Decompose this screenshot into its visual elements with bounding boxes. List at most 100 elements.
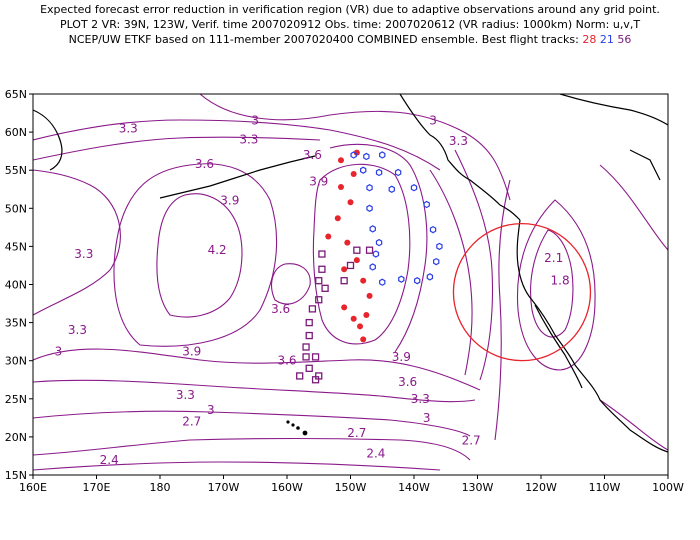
contour-line bbox=[429, 169, 473, 376]
hawaii-islands bbox=[286, 420, 308, 436]
contour-label: 3.6 bbox=[277, 354, 296, 368]
blue-track-point bbox=[426, 273, 434, 281]
contour-label: 3.3 bbox=[449, 134, 468, 148]
contour-line bbox=[494, 179, 511, 441]
track-number-purple: 56 bbox=[617, 33, 632, 46]
lon-tick-label: 140W bbox=[398, 481, 430, 494]
purple-track-point bbox=[340, 277, 348, 285]
contour-line bbox=[530, 229, 574, 338]
track-number-blue: 21 bbox=[599, 33, 614, 46]
contour-label: 3.3 bbox=[176, 388, 195, 402]
lon-tick-label: 130W bbox=[462, 481, 494, 494]
contour-label: 2.1 bbox=[544, 251, 563, 265]
purple-track-point bbox=[311, 353, 320, 361]
contour-line bbox=[599, 164, 668, 251]
red-track-point bbox=[360, 336, 367, 343]
blue-flight-track bbox=[350, 151, 443, 286]
blue-track-point bbox=[350, 151, 357, 159]
red-track-point bbox=[341, 304, 348, 311]
red-track-point bbox=[357, 323, 364, 330]
blue-track-point bbox=[379, 151, 386, 159]
latitude-axis: 15N 20N 25N 30N 35N 40N 45N 50N 55N 60N 65N bbox=[5, 88, 33, 482]
contour-label: 2.7 bbox=[182, 415, 201, 429]
contour-label: 3.3 bbox=[411, 392, 430, 406]
contour-label: 2.4 bbox=[366, 447, 385, 461]
blue-track-point bbox=[372, 250, 380, 258]
contour-label: 3.6 bbox=[398, 375, 417, 389]
coastlines bbox=[33, 94, 668, 453]
red-track-point bbox=[360, 277, 367, 284]
purple-track-point bbox=[318, 250, 326, 258]
island bbox=[302, 430, 308, 436]
red-track-point bbox=[366, 292, 373, 299]
blue-track-point bbox=[433, 257, 440, 266]
map-plot-area: 3 3 3.3 3.3 3.3 3.6 3.6 3.9 3.9 4.2 3.3 3.6 3.3 3 3.9 3… bbox=[33, 94, 668, 471]
lon-tick-label: 120W bbox=[525, 481, 557, 494]
contour-line bbox=[199, 94, 511, 201]
lon-tick-label: 110W bbox=[589, 481, 621, 494]
contour-label: 3.9 bbox=[392, 350, 411, 364]
contour-line bbox=[33, 461, 441, 471]
lat-tick-label: 60N bbox=[5, 126, 27, 139]
map-title-line-1: Expected forecast error reduction in ver… bbox=[40, 3, 660, 16]
contour-line bbox=[33, 169, 121, 316]
contour-line bbox=[33, 119, 441, 171]
blue-track-point bbox=[423, 200, 430, 209]
red-track-point bbox=[350, 315, 357, 322]
red-track-point bbox=[347, 199, 354, 206]
purple-track-point bbox=[311, 376, 320, 384]
red-flight-track bbox=[325, 149, 373, 343]
red-track-point bbox=[353, 149, 360, 156]
lat-tick-label: 35N bbox=[5, 317, 27, 330]
contour-line bbox=[33, 410, 471, 437]
lat-tick-label: 65N bbox=[5, 88, 27, 101]
lat-tick-label: 15N bbox=[5, 469, 27, 482]
purple-track-point bbox=[302, 343, 310, 351]
lon-tick-label: 160E bbox=[19, 481, 47, 494]
north-america-west-coast bbox=[516, 219, 668, 453]
blue-track-point bbox=[394, 168, 402, 177]
purple-track-point bbox=[302, 353, 310, 361]
lon-tick-label: 180 bbox=[150, 481, 171, 494]
purple-track-point bbox=[305, 364, 313, 372]
contour-label: 3 bbox=[423, 411, 431, 425]
contour-line bbox=[33, 348, 481, 391]
lat-tick-label: 20N bbox=[5, 431, 27, 444]
red-track-point bbox=[325, 233, 332, 240]
contour-label: 3.6 bbox=[271, 302, 290, 316]
contour-line bbox=[271, 263, 311, 305]
blue-track-point bbox=[413, 276, 421, 285]
contour-line bbox=[33, 379, 476, 403]
lat-tick-label: 40N bbox=[5, 279, 27, 292]
canada-coast bbox=[559, 94, 668, 126]
contour-line bbox=[113, 163, 278, 347]
contour-line bbox=[312, 163, 411, 345]
island bbox=[286, 420, 290, 424]
red-track-point bbox=[363, 311, 370, 318]
hudson-area bbox=[629, 149, 661, 181]
map-title-line-3: NCEP/UW ETKF based on 111-member 2007020… bbox=[0, 33, 700, 47]
purple-track-point bbox=[308, 305, 317, 313]
red-track-point bbox=[353, 257, 360, 264]
blue-track-point bbox=[366, 184, 373, 192]
lat-tick-label: 30N bbox=[5, 355, 27, 368]
contour-label: 3 bbox=[55, 345, 63, 359]
contour-label: 2.4 bbox=[100, 453, 119, 467]
contour-line bbox=[329, 143, 428, 353]
lat-tick-label: 25N bbox=[5, 393, 27, 406]
contour-label: 3.3 bbox=[68, 323, 87, 337]
blue-track-point bbox=[429, 225, 437, 234]
aleutian-islands bbox=[159, 155, 316, 199]
alaska-coast bbox=[399, 94, 521, 221]
red-track-point bbox=[344, 239, 351, 246]
contour-label: 3.3 bbox=[239, 133, 258, 147]
lat-tick-label: 45N bbox=[5, 240, 27, 253]
blue-track-point bbox=[388, 185, 395, 193]
purple-track-point bbox=[365, 246, 374, 254]
contour-label: 3.6 bbox=[195, 157, 214, 171]
contour-label: 2.7 bbox=[347, 426, 366, 440]
blue-track-point bbox=[366, 204, 373, 212]
purple-track-point bbox=[296, 372, 304, 380]
contour-label: 3.9 bbox=[182, 345, 201, 359]
lat-tick-label: 55N bbox=[5, 164, 27, 177]
